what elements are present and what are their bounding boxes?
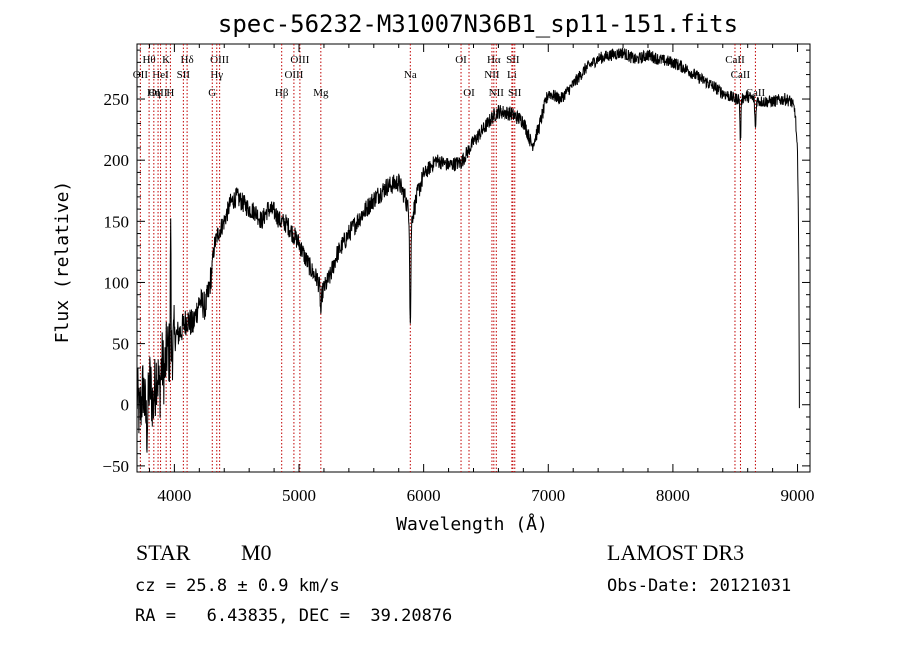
marker-label-Hθ: Hθ (142, 54, 155, 66)
marker-label-OIII: OIII (210, 54, 229, 66)
marker-label-Hβ: Hβ (275, 87, 289, 99)
marker-label-SII: SII (177, 69, 191, 81)
object-subclass: M0 (241, 540, 272, 565)
object-class: STAR (136, 540, 191, 565)
marker-label-CaII: CaII (725, 54, 745, 66)
y-tick-label--50: −50 (102, 457, 129, 476)
marker-label-Hη: Hη (147, 87, 161, 99)
marker-label-SII: SII (506, 54, 520, 66)
y-tick-label-250: 250 (104, 90, 130, 109)
x-tick-label-6000: 6000 (407, 486, 441, 505)
marker-label-SII: SII (508, 87, 522, 99)
y-tick-label-200: 200 (104, 151, 130, 170)
y-tick-label-100: 100 (104, 273, 130, 292)
marker-label-G: G (208, 87, 216, 99)
marker-label-K: K (162, 54, 170, 66)
survey-name: LAMOST DR3 (607, 540, 744, 565)
marker-label-HeI: HeI (152, 69, 169, 81)
obs-date: Obs-Date: 20121031 (607, 576, 791, 596)
marker-label-H: H (166, 87, 174, 99)
marker-label-Mg: Mg (313, 87, 329, 99)
plot-frame (136, 43, 811, 473)
chart-title: spec-56232-M31007N36B1_sp11-151.fits (218, 10, 738, 38)
marker-label-Hδ: Hδ (181, 54, 194, 66)
marker-label-NII: NII (489, 87, 505, 99)
marker-label-Hα: Hα (487, 54, 501, 66)
y-axis-ticks: −50 0 50 100 150 200 250 (102, 49, 810, 476)
x-axis-ticks: 4000 5000 6000 7000 8000 9000 (148, 44, 815, 505)
coordinates: RA = 6.43835, DEC = 39.20876 (135, 606, 452, 626)
y-tick-label-0: 0 (121, 396, 130, 415)
spectrum-line (136, 47, 800, 453)
marker-label-Li: Li (507, 69, 517, 81)
redshift-text: cz = 25.8 ± 0.9 km/s (135, 576, 340, 596)
x-tick-label-7000: 7000 (531, 486, 565, 505)
x-axis-label: Wavelength (Å) (396, 513, 548, 535)
marker-label-NII: NII (484, 69, 500, 81)
marker-label-Na: Na (404, 69, 417, 81)
marker-label-OI: OI (455, 54, 467, 66)
marker-label-OIII: OIII (290, 54, 309, 66)
y-tick-label-150: 150 (104, 212, 130, 231)
y-axis-label: Flux (relative) (52, 181, 73, 344)
x-tick-label-4000: 4000 (157, 486, 191, 505)
marker-label-Hγ: Hγ (210, 69, 223, 81)
marker-label-OIII: OIII (284, 69, 303, 81)
x-tick-label-9000: 9000 (781, 486, 815, 505)
marker-label-OI: OI (463, 87, 475, 99)
x-tick-label-5000: 5000 (282, 486, 316, 505)
x-tick-label-8000: 8000 (656, 486, 690, 505)
y-tick-label-50: 50 (112, 335, 129, 354)
marker-label-CaII: CaII (731, 69, 751, 81)
